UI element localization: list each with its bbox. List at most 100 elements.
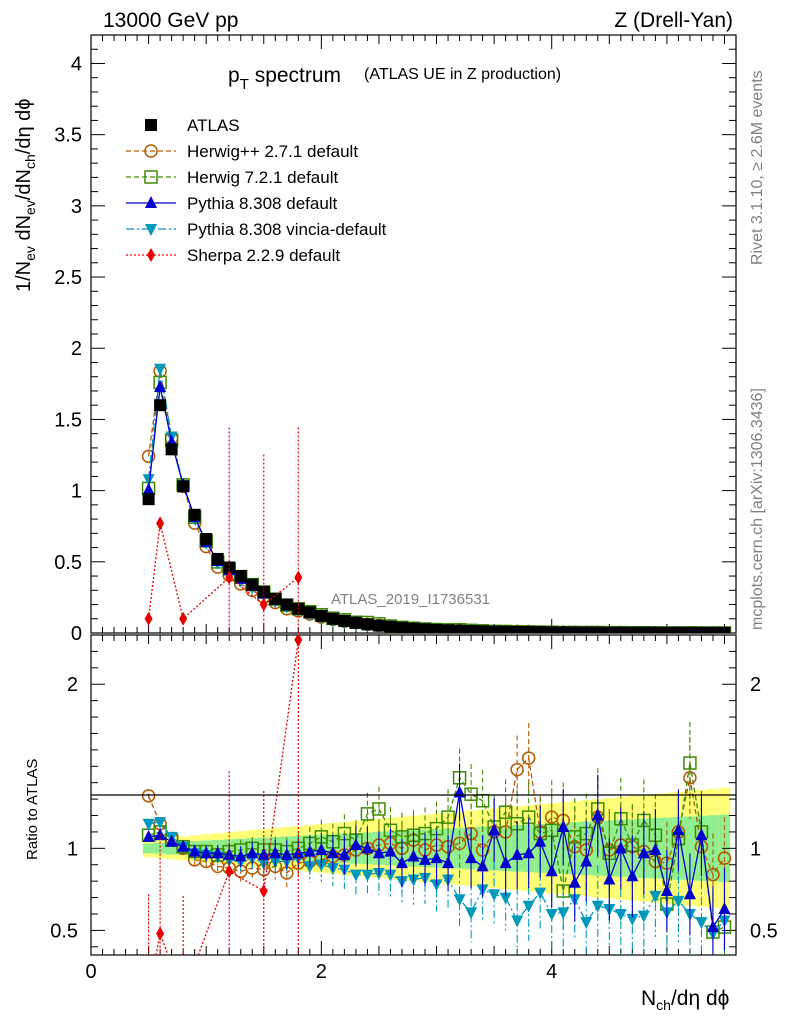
point-atlas [545,626,558,633]
ratio-point-pythia [338,847,351,860]
ratio-point-herwig7 [683,756,697,770]
ratio-point-pythia [522,846,535,859]
ratio-point-pythia [234,849,247,862]
rivet-label: Rivet 3.1.10, ≥ 2.6M events [749,70,766,265]
ratio-point-pythia [649,842,662,855]
ratio-point-pythia [580,854,593,867]
ratio-point-herwigpp [141,789,156,803]
ratio-point-pythia [419,852,432,865]
x-axis-label: Nch/dη dϕ [641,987,729,1013]
plot-subtitle: (ATLAS UE in Z production) [364,66,561,83]
point-sherpa [144,611,153,626]
ratio-point-pythia [349,838,362,851]
y-tick-label-top: 3 [71,196,82,218]
legend-label: Herwig++ 2.7.1 default [187,142,358,161]
y-tick-label-ratio-right: 1 [750,838,761,860]
y-tick-label-top: 1.5 [54,409,82,431]
ratio-point-herwigpp [717,851,732,865]
point-atlas [672,626,685,633]
ratio-point-pythia [683,887,696,900]
point-atlas [211,552,224,565]
point-atlas [522,626,535,633]
y-tick-label-top: 2.5 [54,267,82,289]
ratio-point-pythia [557,820,570,832]
ratio-point-pythia [246,846,259,859]
ratio-point-pythia [223,847,236,860]
point-atlas [384,620,397,633]
point-atlas [165,443,178,456]
point-atlas [580,626,593,633]
ratio-line-herwigpp [147,756,726,876]
point-atlas [637,626,650,633]
point-atlas [718,626,731,633]
y-tick-label-top: 4 [71,53,82,75]
point-atlas [338,614,351,627]
legend-entry: ATLAS [145,116,240,135]
x-tick-label: 2 [316,961,327,983]
ratio-point-vincia [591,900,604,913]
ratio-point-vincia [522,900,535,913]
ratio-point-vincia [626,913,639,926]
ratio-point-vincia [672,895,685,908]
ratio-point-pythia [430,851,443,864]
ratio-point-herwig7 [441,810,455,824]
ratio-point-vincia [488,889,501,902]
ratio-point-pythia [142,829,155,842]
process-label: Z (Drell-Yan) [614,9,733,32]
point-atlas [442,624,455,633]
ratio-point-herwig7 [498,805,513,819]
ratio-point-pythia [603,872,616,885]
point-atlas [280,598,293,611]
band-stat [165,842,178,855]
title-rest: spectrum [249,64,341,87]
ratio-point-vincia [349,869,362,882]
point-atlas [419,623,432,633]
plot-title: pT spectrum [228,64,341,93]
legend-label: Sherpa 2.2.9 default [187,246,340,265]
ratio-point-pythia [568,875,581,888]
point-sherpa [294,570,303,585]
title-sub: T [240,76,249,93]
ratio-point-vincia [453,894,466,907]
point-atlas [603,626,616,633]
y-tick-label-ratio: 0.5 [50,920,78,942]
point-atlas [476,625,489,633]
point-atlas [349,616,362,629]
point-sherpa [225,570,234,585]
ratio-point-vincia [545,908,558,921]
band-stat [154,842,166,854]
point-atlas [269,592,282,605]
ratio-point-sherpa [225,864,234,879]
point-atlas [465,625,478,633]
legend-marker [145,196,157,208]
point-atlas [706,626,719,633]
legend: ATLAS Herwig++ 2.7.1 default Herwig 7.2.1 … [126,116,387,265]
analysis-watermark: ATLAS_2019_I1736531 [331,591,490,608]
legend-entry: Pythia 8.308 vincia-default [126,220,387,239]
point-atlas [372,619,385,632]
point-sherpa [259,597,268,612]
point-pythia [154,379,167,392]
ratio-point-pythia [384,844,397,857]
legend-marker [147,248,155,262]
point-atlas [649,626,662,633]
y-axis-label-top: 1/Nev dNev/dNch/dη dϕ [13,99,38,292]
x-tick-label: 4 [546,961,557,983]
main-plot-data [141,363,732,633]
ratio-point-pythia [303,844,316,857]
ratio-point-pythia [534,834,547,847]
ratio-point-vincia [637,910,650,923]
point-atlas [234,570,247,583]
series-line-sherpa [147,523,299,620]
ratio-point-pythia [660,884,673,896]
point-vincia [154,363,167,376]
point-atlas [315,609,328,622]
ratio-point-herwigpp [510,762,524,777]
ratio-point-pythia [407,849,420,862]
ratio-point-pythia [476,859,489,872]
ratio-point-pythia [372,846,385,859]
point-atlas [534,626,547,633]
point-atlas [695,626,708,633]
ratio-point-vincia [534,887,547,900]
